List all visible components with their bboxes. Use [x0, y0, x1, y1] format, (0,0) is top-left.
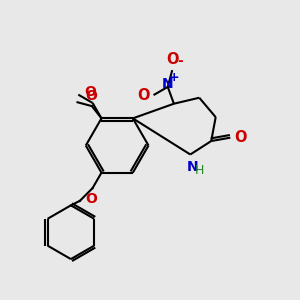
Text: O: O — [166, 52, 178, 67]
Text: O: O — [85, 85, 96, 99]
Text: O: O — [69, 85, 80, 99]
Text: N: N — [162, 77, 174, 92]
Text: -: - — [177, 54, 183, 68]
Text: H: H — [195, 164, 204, 177]
Text: O: O — [67, 90, 75, 100]
Text: +: + — [169, 71, 180, 84]
Text: O: O — [85, 89, 97, 103]
Text: O: O — [85, 192, 97, 206]
Text: N: N — [187, 160, 199, 175]
Text: O: O — [137, 88, 150, 103]
Text: O: O — [234, 130, 246, 145]
